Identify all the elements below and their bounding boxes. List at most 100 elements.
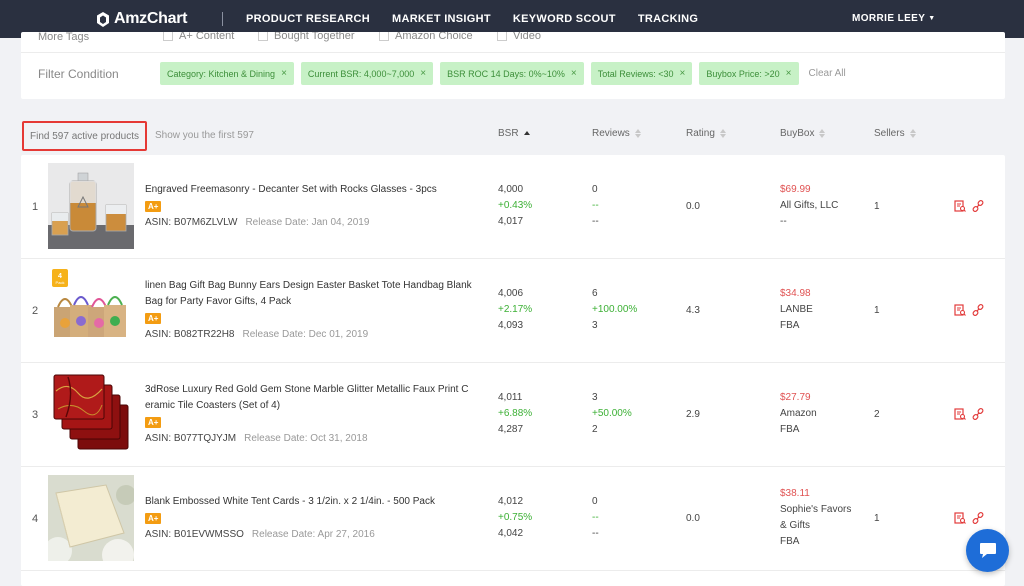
- close-icon[interactable]: ×: [420, 68, 427, 79]
- asin: ASIN: B077TQJYJM Release Date: Oct 31, 20…: [145, 433, 368, 444]
- buybox-fulfillment: FBA: [780, 320, 800, 331]
- link-icon[interactable]: [972, 200, 984, 212]
- detail-icon[interactable]: [954, 304, 966, 316]
- clear-all-link[interactable]: Clear All: [808, 68, 846, 79]
- result-count: Find 597 active products: [22, 121, 147, 151]
- tag-bought-together[interactable]: Bought Together: [258, 32, 355, 42]
- close-icon[interactable]: ×: [679, 68, 686, 79]
- filter-chip-buybox-price[interactable]: Buybox Price: >20 ×: [699, 62, 799, 85]
- sellers-cell: 2: [874, 409, 880, 420]
- logo[interactable]: AmzChart: [96, 10, 200, 28]
- table-row[interactable]: 2 4 Pack linen Bag Gift: [21, 259, 1005, 363]
- tag-amazon-choice[interactable]: Amazon Choice: [379, 32, 473, 42]
- product-image[interactable]: 4 Pack: [48, 267, 134, 353]
- pack-badge: 4: [58, 273, 62, 280]
- chip-label: Category: Kitchen & Dining: [167, 68, 276, 79]
- row-actions: [954, 512, 990, 524]
- rank: 2: [32, 305, 39, 317]
- checkbox[interactable]: [258, 32, 268, 41]
- detail-icon[interactable]: [954, 512, 966, 524]
- reviews-cell: 3 +50.00% 2: [592, 390, 632, 438]
- bsr-previous: 4,017: [498, 216, 524, 227]
- product-title[interactable]: 3dRose Luxury Red Gold Gem Stone Marble …: [145, 382, 485, 414]
- release-date: Release Date: Oct 31, 2018: [244, 433, 368, 444]
- column-label: Sellers: [874, 128, 905, 139]
- rank: 3: [32, 409, 39, 421]
- reviews-current: 0: [592, 496, 598, 507]
- close-icon[interactable]: ×: [785, 68, 792, 79]
- column-header-rating[interactable]: Rating: [686, 128, 726, 139]
- nav-market-insight[interactable]: MARKET INSIGHT: [391, 13, 491, 25]
- table-row[interactable]: 3 3dRose Luxury Red Gold Gem Stone Marbl…: [21, 363, 1005, 467]
- row-actions: [954, 304, 990, 316]
- nav-keyword-scout[interactable]: KEYWORD SCOUT: [512, 13, 616, 25]
- detail-icon[interactable]: [954, 408, 966, 420]
- user-menu[interactable]: MORRIE LEEY ▼: [852, 13, 936, 24]
- chat-button[interactable]: [966, 529, 1009, 572]
- reviews-change: +50.00%: [592, 408, 632, 419]
- title-line: linen Bag Gift Bag Bunny Ears Design Eas…: [145, 280, 472, 291]
- release-date: Release Date: Jan 04, 2019: [245, 217, 370, 228]
- product-title[interactable]: linen Bag Gift Bag Bunny Ears Design Eas…: [145, 278, 485, 310]
- reviews-previous: 2: [592, 424, 598, 435]
- bsr-current: 4,006: [498, 288, 524, 299]
- buybox-price: $34.98: [780, 288, 811, 299]
- sort-icon: [909, 129, 916, 138]
- release-date: Release Date: Dec 01, 2019: [242, 329, 369, 340]
- sort-icon: [719, 129, 726, 138]
- filter-chip-bsr-roc[interactable]: BSR ROC 14 Days: 0%~10% ×: [440, 62, 584, 85]
- filter-chip-reviews[interactable]: Total Reviews: <30 ×: [590, 62, 693, 85]
- nav-tracking[interactable]: TRACKING: [637, 13, 699, 25]
- product-image[interactable]: [48, 475, 134, 561]
- chip-label: Buybox Price: >20: [706, 68, 780, 79]
- column-label: BuyBox: [780, 128, 815, 139]
- close-icon[interactable]: ×: [570, 68, 577, 79]
- link-icon[interactable]: [972, 512, 984, 524]
- caret-down-icon: ▼: [928, 15, 936, 22]
- bsr-previous: 4,042: [498, 528, 524, 539]
- table-row[interactable]: 1 Engraved Freemasonry - Decanter Set wi…: [21, 155, 1005, 259]
- product-title[interactable]: Blank Embossed White Tent Cards - 3 1/2i…: [145, 494, 485, 510]
- checkbox[interactable]: [379, 32, 389, 41]
- filter-chip-bsr[interactable]: Current BSR: 4,000~7,000 ×: [300, 62, 434, 85]
- table-row[interactable]: 4 Blank Embossed White Tent Cards - 3 1/…: [21, 467, 1005, 571]
- tag-label: Bought Together: [274, 32, 355, 42]
- logo-text: AmzChart: [114, 10, 188, 27]
- column-header-bsr[interactable]: BSR: [498, 128, 530, 139]
- a-plus-badge: A+: [145, 313, 162, 324]
- column-header-buybox[interactable]: BuyBox: [780, 128, 826, 139]
- close-icon[interactable]: ×: [281, 68, 287, 79]
- column-header-reviews[interactable]: Reviews: [592, 128, 641, 139]
- product-image[interactable]: [48, 371, 134, 457]
- buybox-price: $38.11: [780, 488, 810, 499]
- link-icon[interactable]: [972, 408, 984, 420]
- reviews-change: +100.00%: [592, 304, 638, 315]
- chip-label: BSR ROC 14 Days: 0%~10%: [447, 68, 565, 79]
- bsr-change: +0.43%: [498, 200, 533, 211]
- checkbox[interactable]: [497, 32, 507, 41]
- filter-panel: More Tags A+ Content Bought Together Ama…: [21, 32, 1005, 99]
- product-title[interactable]: Engraved Freemasonry - Decanter Set with…: [145, 182, 485, 198]
- link-icon[interactable]: [972, 304, 984, 316]
- tag-a-plus-content[interactable]: A+ Content: [163, 32, 234, 42]
- nav-product-research[interactable]: PRODUCT RESEARCH: [246, 13, 370, 25]
- asin-value: ASIN: B07M6ZLVLW: [145, 217, 238, 228]
- rating-cell: 0.0: [686, 201, 700, 212]
- buybox-seller-cont: & Gifts: [780, 520, 811, 531]
- tag-video[interactable]: Video: [497, 32, 541, 42]
- checkbox[interactable]: [163, 32, 173, 41]
- bsr-cell: 4,000 +0.43% 4,017: [498, 182, 532, 230]
- product-image[interactable]: [48, 163, 134, 249]
- buybox-seller: Amazon: [780, 408, 817, 419]
- user-name: MORRIE LEEY: [852, 13, 926, 24]
- buybox-cell: $27.79 Amazon FBA: [780, 390, 817, 438]
- tag-label: A+ Content: [179, 32, 235, 42]
- nav-divider: [222, 12, 223, 26]
- filter-chip-category[interactable]: Category: Kitchen & Dining ×: [160, 62, 294, 85]
- sort-icon: [819, 129, 826, 138]
- detail-icon[interactable]: [954, 200, 966, 212]
- column-header-sellers[interactable]: Sellers: [874, 128, 916, 139]
- buybox-cell: $38.11 Sophie's Favors & Gifts FBA: [780, 486, 851, 550]
- buybox-price: $69.99: [780, 184, 811, 195]
- buybox-seller: Sophie's Favors: [780, 504, 852, 515]
